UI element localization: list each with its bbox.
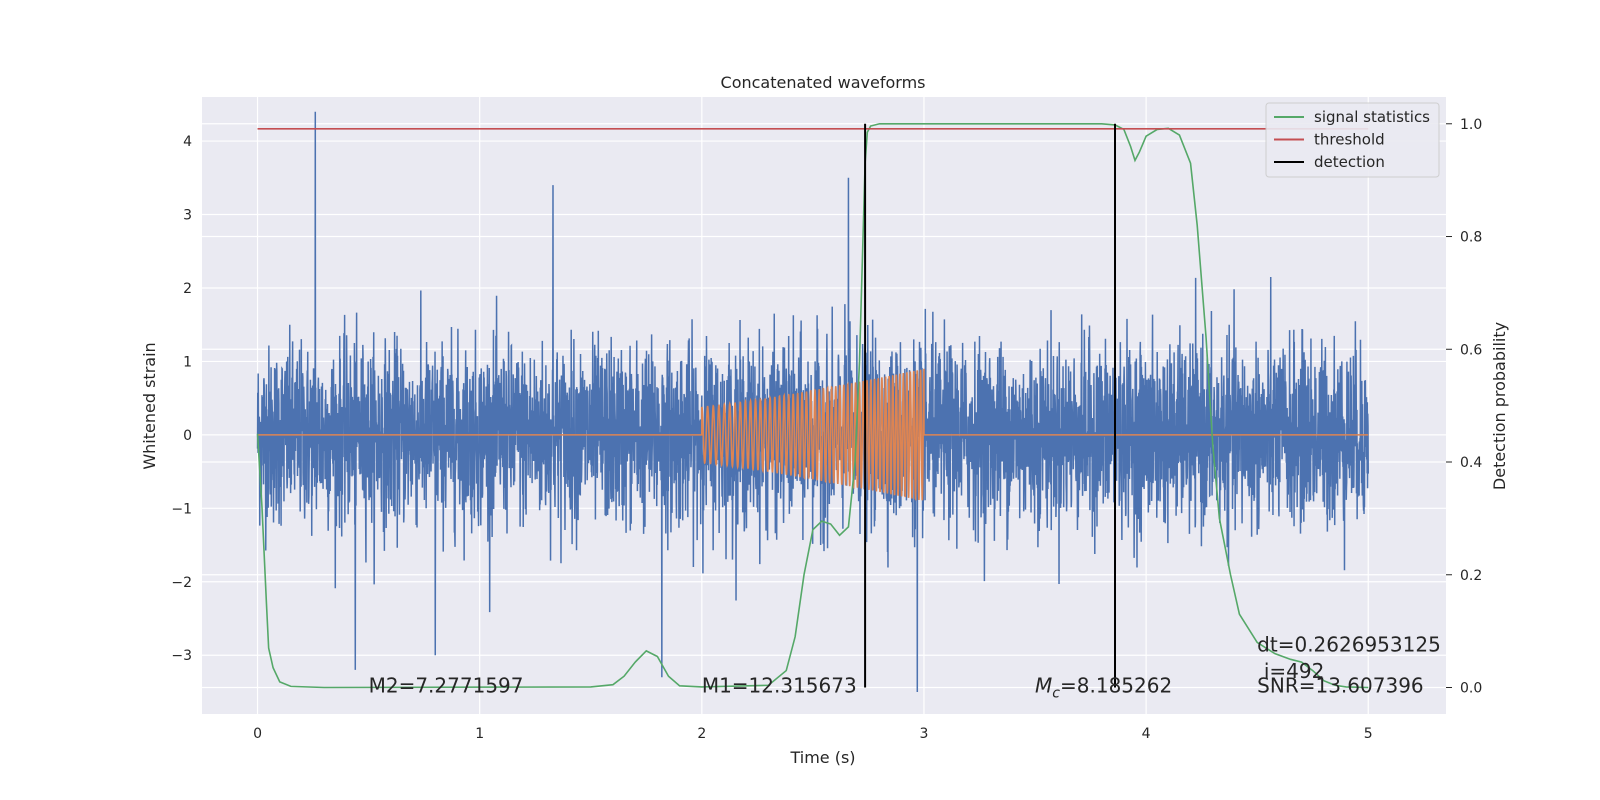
y2-tick-label: 0.6 [1460,342,1482,358]
legend: signal statistics threshold detection [1265,102,1440,178]
x-tick-label: 3 [920,726,929,742]
chart-title: Concatenated waveforms [721,73,926,92]
y-tick-label: 2 [183,281,192,297]
y-tick-labels: −3 −2 −1 0 1 2 3 4 [171,134,192,664]
y-tick-label: 3 [183,208,192,224]
x-tick-label: 5 [1364,726,1373,742]
legend-label: detection [1314,153,1385,171]
y2-tick-label: 0.8 [1460,230,1482,246]
x-tick-label: 0 [253,726,262,742]
y-tick-label: −2 [171,575,192,591]
x-tick-labels: 0 1 2 3 4 5 [253,726,1373,742]
annotation-text: SNR=13.607396 [1257,674,1423,698]
x-tick-label: 1 [475,726,484,742]
y-tick-label: 1 [183,354,192,370]
y2-tick-label: 0.2 [1460,568,1482,584]
y-axis-label: Whitened strain [140,342,159,469]
legend-label: signal statistics [1314,108,1430,126]
y-tick-label: −1 [171,501,192,517]
x-axis-label: Time (s) [789,748,855,767]
y-tick-label: 4 [183,134,192,150]
annotation-text: M1=12.315673 [702,674,857,698]
noise-series-line [256,111,1369,692]
y2-tick-label: 0.0 [1460,681,1482,697]
annotation-text: dt=0.2626953125 [1257,632,1441,656]
legend-box [1265,102,1440,178]
y2-tick-labels: 0.0 0.2 0.4 0.6 0.8 1.0 [1446,117,1482,697]
series-layer [256,111,1369,692]
y2-gridlines [202,123,1446,689]
annotation-text: i=492 [1264,659,1325,683]
annotation-text: M2=7.2771597 [369,674,524,698]
annotation-text: Mc=8.185262 [1035,674,1172,702]
annotations: M2=7.2771597 M1=12.315673 Mc=8.185262 SNR=1… [369,632,1441,701]
y-tick-label: 0 [183,428,192,444]
legend-label: threshold [1314,131,1385,149]
y-tick-label: −3 [171,648,192,664]
y2-tick-label: 1.0 [1460,117,1482,133]
y2-tick-label: 0.4 [1460,455,1482,471]
x-tick-label: 2 [697,726,706,742]
y2-axis-label: Detection probability [1490,322,1509,490]
chirp-series-line [257,368,1369,502]
x-tick-label: 4 [1142,726,1151,742]
